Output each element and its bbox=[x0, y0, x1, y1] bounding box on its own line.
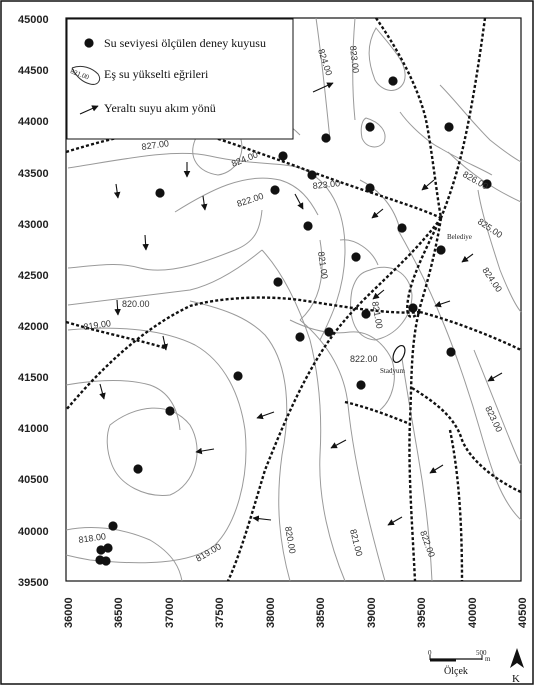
legend-flow-symbol bbox=[79, 105, 99, 115]
well-point bbox=[365, 183, 375, 193]
well-point bbox=[273, 277, 283, 287]
north-arrow: K bbox=[510, 648, 524, 685]
well-point bbox=[270, 185, 280, 195]
scale-unit: m bbox=[485, 655, 491, 663]
scale-bar: 0 500 m Ölçek bbox=[428, 649, 491, 677]
well-point bbox=[155, 188, 165, 198]
contour-label: 823.00 bbox=[348, 45, 361, 73]
x-tick-label: 36500 bbox=[113, 597, 125, 628]
well-point bbox=[307, 170, 317, 180]
x-tick-label: 37500 bbox=[214, 597, 226, 628]
contour-label: 820.00 bbox=[122, 299, 150, 309]
well-point bbox=[303, 221, 313, 231]
x-axis: 36000 36500 37000 37500 38000 38500 3900… bbox=[63, 597, 529, 628]
legend-flow-label: Yeraltı suyu akım yönü bbox=[104, 101, 216, 115]
y-tick-label: 39500 bbox=[18, 577, 49, 589]
contour-label: 819.00 bbox=[83, 318, 112, 332]
contour-label: 823.00 bbox=[312, 178, 340, 191]
x-tick-label: 39000 bbox=[366, 597, 378, 628]
x-tick-label: 38500 bbox=[315, 597, 327, 628]
well-point bbox=[321, 133, 331, 143]
well-point bbox=[133, 464, 143, 474]
scale-label: Ölçek bbox=[444, 665, 468, 677]
contour-label: 822.00 bbox=[350, 354, 378, 364]
legend-contour-label: Eş su yükselti eğrileri bbox=[104, 67, 209, 81]
well-point bbox=[361, 309, 371, 319]
well-point bbox=[278, 151, 288, 161]
y-tick-label: 40000 bbox=[18, 526, 49, 538]
x-tick-label: 37000 bbox=[164, 597, 176, 628]
y-tick-label: 42000 bbox=[18, 321, 49, 333]
legend: Su seviyesi ölçülen deney kuyusu 821.00 … bbox=[66, 18, 294, 140]
north-arrow-icon bbox=[510, 648, 524, 668]
y-tick-label: 43500 bbox=[18, 168, 49, 180]
y-axis: 45000 44500 44000 43500 43000 42500 4200… bbox=[18, 14, 49, 589]
well-point bbox=[96, 545, 106, 555]
y-tick-label: 42500 bbox=[18, 270, 49, 282]
well-point bbox=[233, 371, 243, 381]
well-point bbox=[356, 380, 366, 390]
y-tick-label: 44000 bbox=[18, 116, 49, 128]
well-point bbox=[295, 332, 305, 342]
legend-box bbox=[66, 18, 294, 140]
well-point bbox=[397, 223, 407, 233]
well-point bbox=[103, 543, 113, 553]
contour-label: 821.00 bbox=[370, 301, 385, 330]
legend-well-symbol bbox=[84, 38, 94, 48]
well-point bbox=[365, 122, 375, 132]
scale-max: 500 bbox=[476, 649, 487, 657]
contour-label: 827.00 bbox=[141, 138, 170, 152]
well-point bbox=[165, 406, 175, 416]
well-point bbox=[351, 252, 361, 262]
well-point bbox=[408, 303, 418, 313]
legend-contour-symbol bbox=[71, 65, 101, 85]
well-point bbox=[444, 122, 454, 132]
scale-zero: 0 bbox=[428, 649, 432, 657]
well-point bbox=[388, 76, 398, 86]
contour-label: 820.00 bbox=[283, 526, 298, 555]
y-tick-label: 40500 bbox=[18, 474, 49, 486]
stadium-label: Stadyum bbox=[380, 367, 405, 375]
well-point bbox=[482, 179, 492, 189]
stadium-shape bbox=[392, 344, 406, 364]
legend-well-label: Su seviyesi ölçülen deney kuyusu bbox=[104, 36, 266, 50]
well-point bbox=[436, 245, 446, 255]
flow-arrows bbox=[99, 82, 503, 526]
y-tick-label: 41500 bbox=[18, 372, 49, 384]
x-tick-label: 38000 bbox=[265, 597, 277, 628]
y-tick-label: 41000 bbox=[18, 423, 49, 435]
well-point bbox=[108, 521, 118, 531]
municipality-label: Belediye bbox=[447, 233, 472, 241]
north-label: K bbox=[512, 673, 520, 685]
well-point bbox=[324, 327, 334, 337]
y-tick-label: 44500 bbox=[18, 65, 49, 77]
y-tick-label: 43000 bbox=[18, 219, 49, 231]
x-tick-label: 39500 bbox=[416, 597, 428, 628]
contour-label: 821.00 bbox=[316, 251, 330, 280]
x-tick-label: 40000 bbox=[467, 597, 479, 628]
x-tick-label: 36000 bbox=[63, 597, 75, 628]
y-tick-label: 45000 bbox=[18, 14, 49, 26]
well-point bbox=[446, 347, 456, 357]
contour-label: 818.00 bbox=[78, 531, 107, 545]
x-tick-label: 40500 bbox=[517, 597, 529, 628]
well-point bbox=[101, 556, 111, 566]
